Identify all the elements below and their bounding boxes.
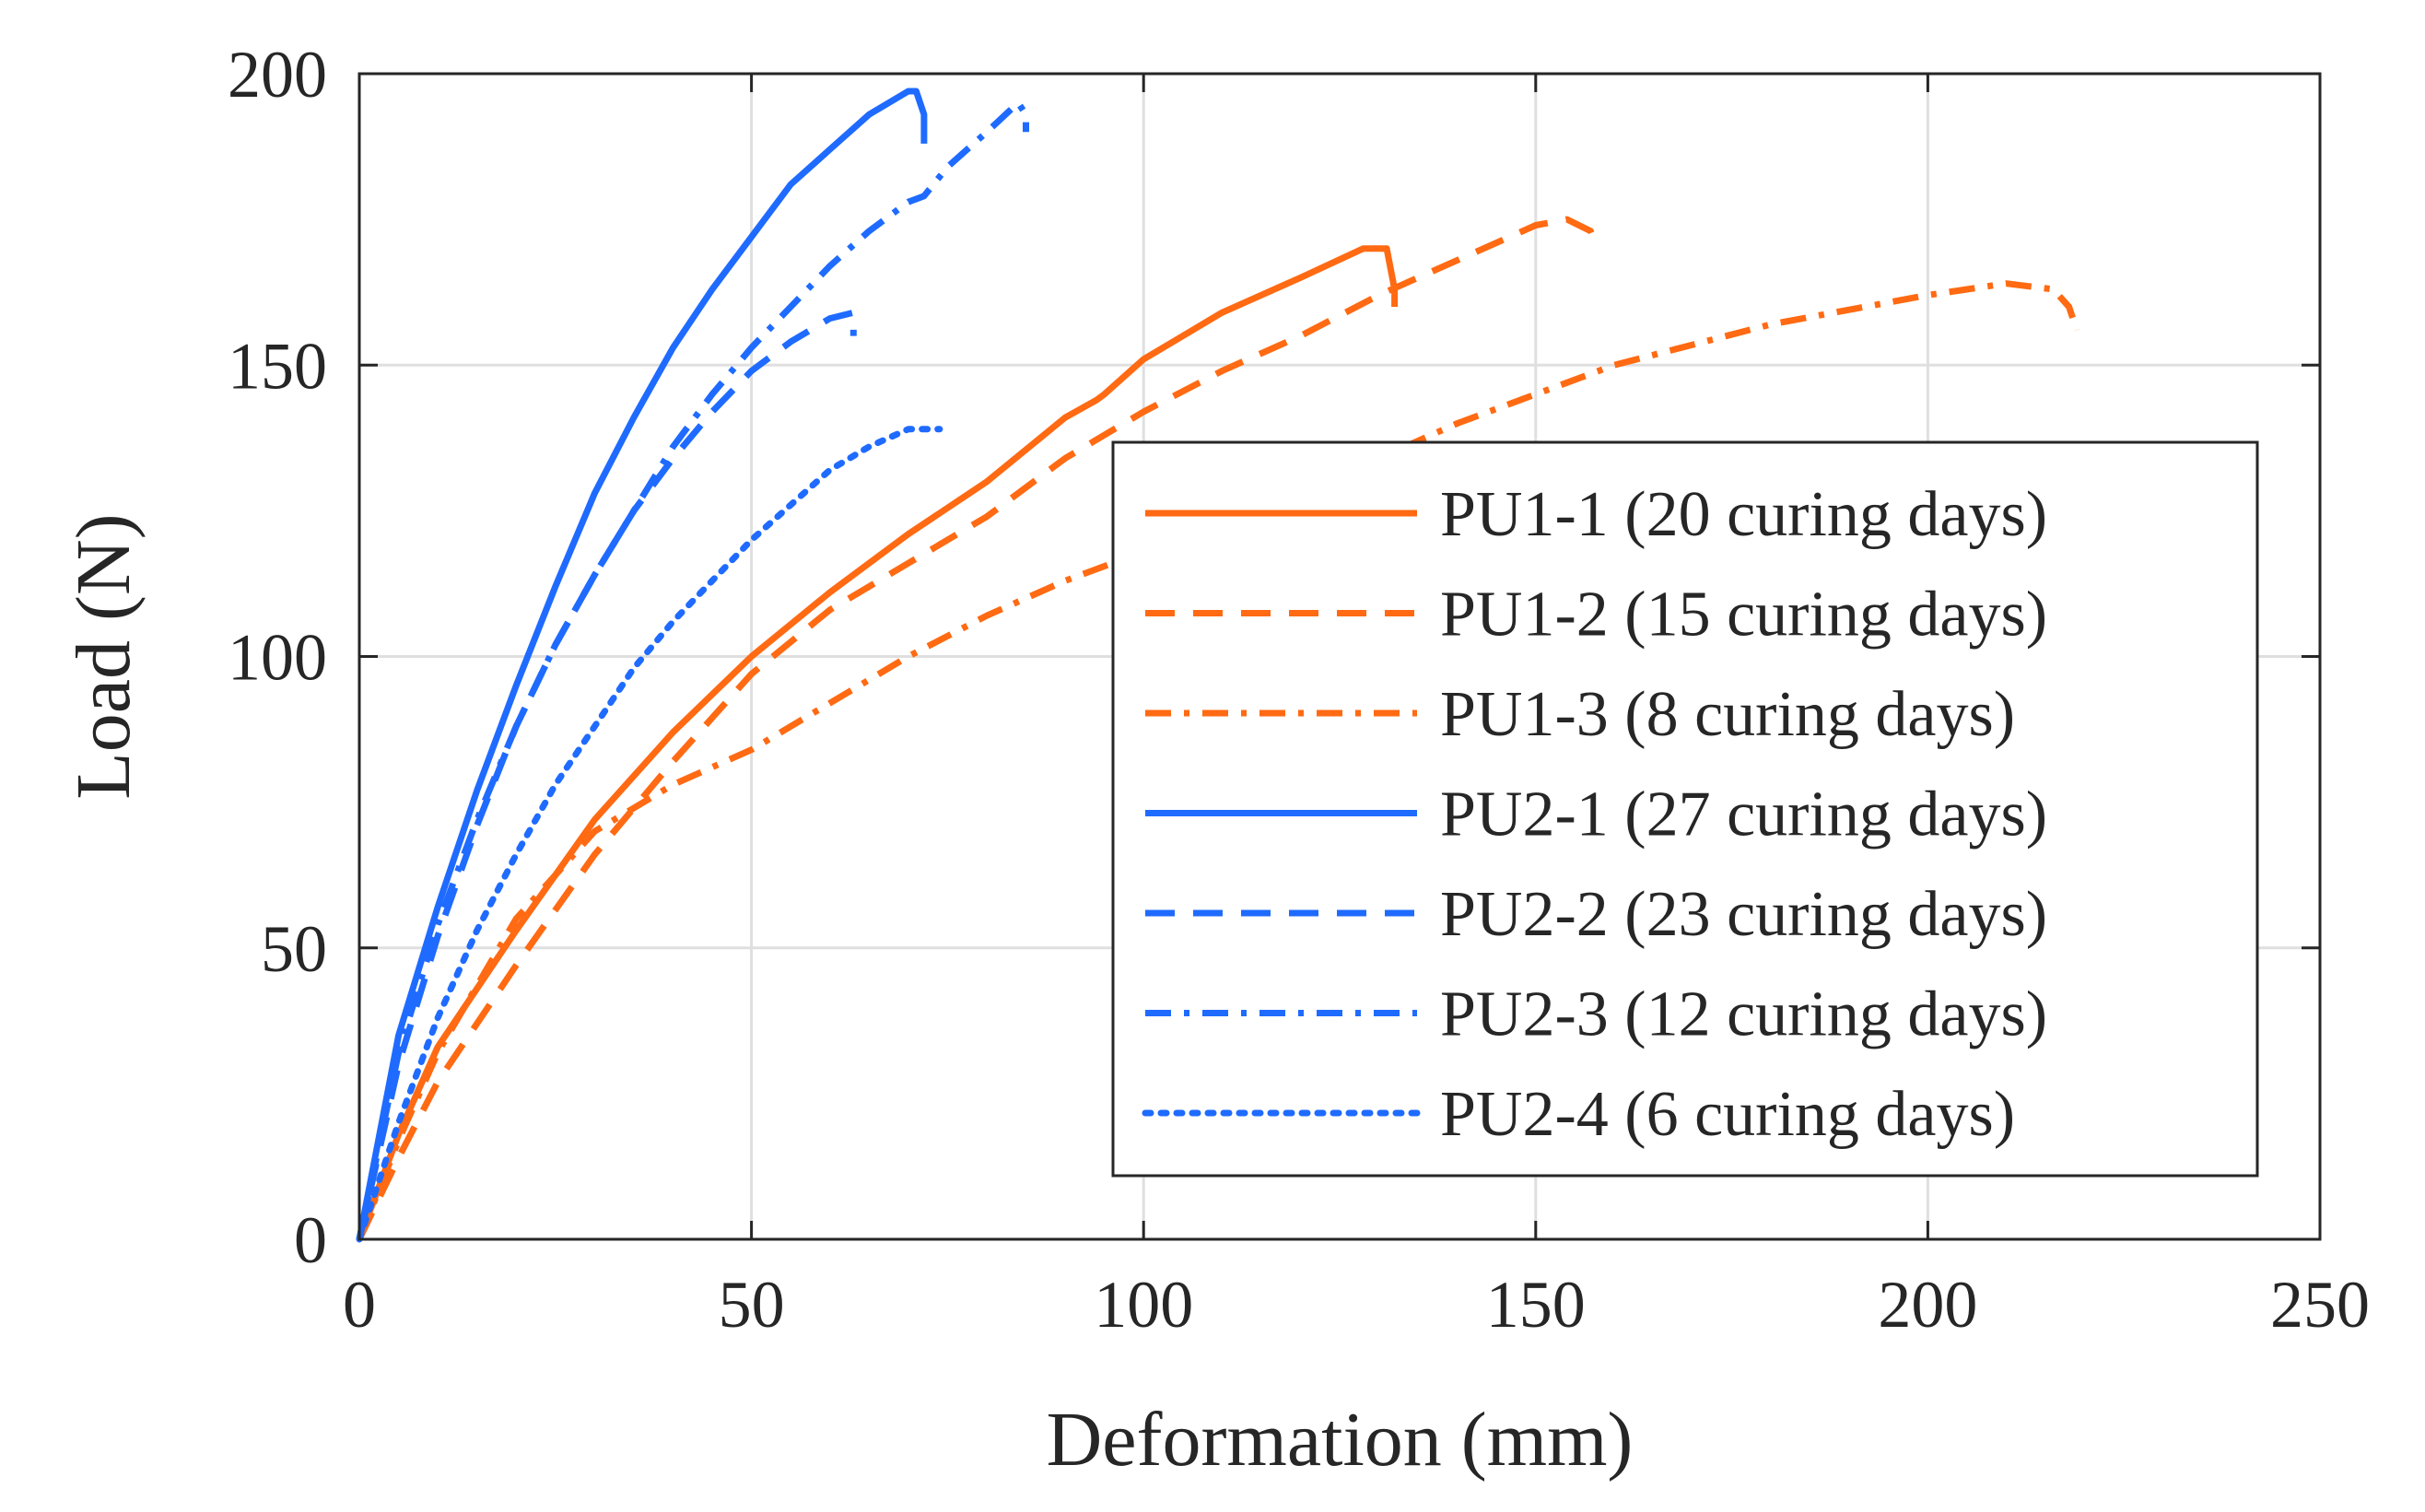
legend-entry-label: PU2-3 (12 curing days) [1440,979,2047,1050]
legend-entry-label: PU1-3 (8 curing days) [1440,679,2015,750]
legend-entry-label: PU2-4 (6 curing days) [1440,1079,2015,1150]
series-lines [356,88,2080,1243]
y-tick-label: 100 [228,621,327,695]
series-line-pu1-1 [356,245,1399,1241]
y-axis-label: Load (N) [61,513,146,799]
x-tick-label: 250 [2270,1268,2370,1342]
legend-entry-label: PU2-1 (27 curing days) [1440,779,2047,850]
series-line-pu2-1 [356,88,928,1240]
axis-ticks: 0 50 100 150 200 250 0 50 100 150 200 [228,38,2370,1342]
legend-entry-label: PU1-2 (15 curing days) [1440,580,2047,651]
x-tick-label: 0 [343,1268,376,1342]
legend-entry-label: PU2-2 (23 curing days) [1440,879,2047,950]
x-tick-label: 150 [1486,1268,1586,1342]
series-line-pu1-2 [356,216,1602,1241]
legend-box [1111,440,2259,1178]
x-axis-label: Deformation (mm) [1047,1397,1634,1483]
x-tick-label: 200 [1878,1268,1977,1342]
legend-entry-label: PU1-1 (20 curing days) [1440,479,2047,550]
y-tick-label: 50 [261,912,327,986]
series-line-pu2-4 [356,426,943,1243]
x-tick-label: 100 [1094,1268,1193,1342]
y-tick-label: 0 [294,1203,327,1277]
series-line-pu2-3 [356,100,1029,1240]
y-tick-label: 150 [228,329,327,403]
y-tick-label: 200 [228,38,327,111]
x-tick-label: 50 [719,1268,785,1342]
legend: PU1-1 (20 curing days) PU1-2 (15 curing d… [1111,440,2259,1178]
